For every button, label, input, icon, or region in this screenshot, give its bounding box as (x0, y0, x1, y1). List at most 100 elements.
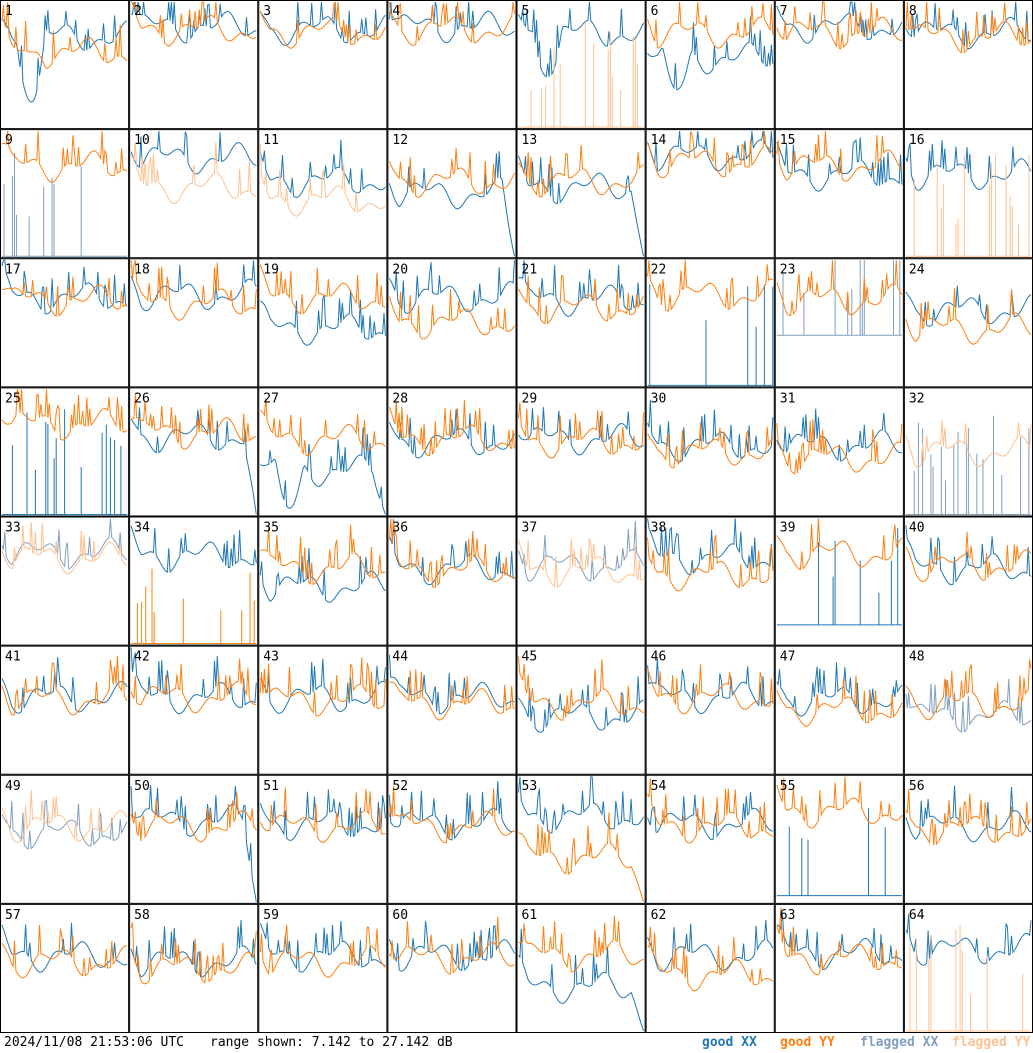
panel-64: 64 (903, 903, 1033, 1033)
panel-label-32: 32 (909, 391, 925, 406)
panel-32: 32 (903, 387, 1033, 517)
panel-33: 33 (0, 516, 130, 646)
panel-label-44: 44 (392, 650, 408, 665)
panel-1: 1 (0, 0, 130, 130)
series-yy-5 (518, 22, 644, 128)
panel-label-20: 20 (392, 262, 408, 277)
panel-label-26: 26 (134, 391, 150, 406)
series-xx-1 (1, 10, 128, 103)
panel-frame (645, 129, 775, 259)
series-yy-41 (1, 655, 128, 716)
series-xx-18 (130, 260, 257, 312)
series-xx-6 (647, 16, 774, 91)
panel-label-46: 46 (651, 650, 667, 665)
legend-good-yy: good YY (780, 1035, 835, 1050)
panel-label-33: 33 (5, 521, 21, 536)
panel-58: 58 (129, 903, 259, 1033)
series-yy-14 (647, 131, 774, 179)
series-yy-16 (905, 154, 1031, 257)
panel-3: 3 (258, 0, 388, 130)
series-xx-29 (518, 407, 644, 456)
series-yy-32 (905, 420, 1032, 468)
series-xx-23 (776, 260, 902, 336)
panel-6: 6 (645, 0, 775, 130)
series-xx-46 (647, 658, 773, 715)
panel-36: 36 (387, 516, 517, 646)
panel-9: 9 (0, 129, 130, 259)
panel-label-60: 60 (392, 908, 408, 923)
series-xx-5 (518, 1, 645, 78)
panel-24: 24 (903, 258, 1033, 388)
panel-18: 18 (129, 258, 259, 388)
series-xx-12 (388, 151, 515, 257)
legend-flagged-xx: flagged XX (860, 1035, 939, 1050)
panel-16: 16 (903, 129, 1033, 259)
panel-frame (387, 0, 517, 130)
series-xx-25 (2, 409, 128, 515)
series-yy-25 (1, 389, 128, 441)
panel-label-52: 52 (392, 779, 408, 794)
panel-frame (387, 129, 517, 259)
panel-frame (0, 645, 130, 775)
panel-37: 37 (516, 516, 646, 646)
panel-label-6: 6 (651, 4, 659, 19)
series-xx-41 (1, 657, 128, 714)
series-yy-20 (388, 289, 515, 340)
panel-frame (516, 516, 646, 646)
panel-4: 4 (387, 0, 517, 130)
series-yy-37 (518, 538, 644, 589)
panel-frame (645, 387, 775, 517)
panel-frame (0, 903, 130, 1033)
series-yy-53 (518, 812, 645, 903)
panel-frame (774, 129, 904, 259)
series-yy-51 (259, 787, 386, 843)
series-xx-9 (2, 153, 128, 257)
series-xx-48 (905, 678, 1032, 733)
series-xx-55 (776, 808, 902, 897)
panel-frame (258, 258, 388, 388)
series-yy-22 (647, 260, 773, 312)
series-xx-40 (905, 525, 1032, 586)
panel-label-11: 11 (263, 133, 279, 148)
panel-52: 52 (387, 774, 517, 904)
panel-label-31: 31 (780, 391, 796, 406)
panel-11: 11 (258, 129, 388, 259)
panel-57: 57 (0, 903, 130, 1033)
series-yy-8 (905, 1, 1032, 54)
panel-35: 35 (258, 516, 388, 646)
panel-label-45: 45 (522, 650, 538, 665)
series-yy-21 (518, 275, 645, 325)
panel-label-53: 53 (522, 779, 538, 794)
panel-31: 31 (774, 387, 904, 517)
series-xx-62 (647, 920, 774, 972)
panel-39: 39 (774, 516, 904, 646)
panel-22: 22 (645, 258, 775, 388)
panel-label-24: 24 (909, 262, 925, 277)
panel-60: 60 (387, 903, 517, 1033)
series-yy-62 (647, 926, 774, 992)
panel-label-51: 51 (263, 779, 279, 794)
series-xx-28 (388, 408, 515, 459)
series-yy-11 (259, 143, 386, 217)
panel-50: 50 (129, 774, 259, 904)
panel-frame (903, 0, 1033, 130)
series-xx-14 (647, 131, 774, 172)
series-yy-1 (1, 2, 128, 69)
panel-frame (387, 645, 517, 775)
series-xx-49 (1, 800, 128, 850)
panel-20: 20 (387, 258, 517, 388)
series-xx-39 (776, 527, 902, 626)
panel-label-36: 36 (392, 521, 408, 536)
series-xx-42 (130, 647, 257, 715)
panel-54: 54 (645, 774, 775, 904)
series-yy-34 (131, 568, 257, 645)
panel-frame (903, 516, 1033, 646)
panel-frame (258, 903, 388, 1033)
panel-frame (129, 903, 259, 1033)
series-yy-3 (259, 1, 386, 49)
panel-frame (774, 903, 904, 1033)
panel-label-37: 37 (522, 521, 538, 536)
series-xx-19 (260, 289, 386, 346)
panel-frame (903, 903, 1033, 1033)
panel-label-35: 35 (263, 521, 279, 536)
